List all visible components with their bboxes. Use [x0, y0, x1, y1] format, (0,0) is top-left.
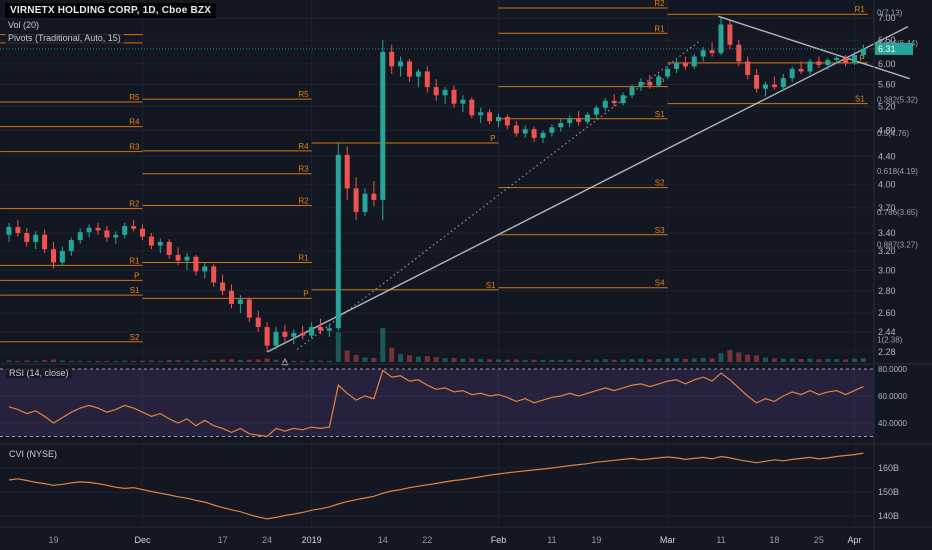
svg-text:160B: 160B	[878, 463, 899, 473]
svg-text:2.80: 2.80	[878, 286, 896, 296]
rsi-band	[0, 368, 874, 437]
svg-text:S1: S1	[130, 286, 140, 295]
svg-text:P: P	[134, 271, 139, 280]
svg-text:3.40: 3.40	[878, 228, 896, 238]
svg-text:2019: 2019	[302, 535, 322, 545]
event-marker[interactable]: △	[281, 356, 288, 366]
svg-text:0.5(4.76): 0.5(4.76)	[877, 129, 909, 138]
svg-text:2.28: 2.28	[878, 347, 896, 357]
svg-text:S3: S3	[655, 226, 665, 235]
chart-legend: VIRNETX HOLDING CORP, 1D, Cboe BZX Vol (…	[5, 3, 217, 44]
svg-text:17: 17	[218, 535, 228, 545]
svg-text:R2: R2	[129, 200, 140, 209]
svg-text:150B: 150B	[878, 487, 899, 497]
svg-text:40.0000: 40.0000	[878, 419, 907, 428]
svg-text:60.0000: 60.0000	[878, 392, 907, 401]
svg-text:4.00: 4.00	[878, 180, 896, 190]
svg-text:P: P	[860, 54, 865, 63]
svg-text:80.0000: 80.0000	[878, 365, 907, 374]
svg-text:11: 11	[716, 535, 725, 545]
last-price-tag: 6.31	[0, 42, 913, 55]
svg-text:R2: R2	[298, 196, 309, 205]
svg-text:19: 19	[48, 535, 58, 545]
cvi-panel-label[interactable]: CVI (NYSE)	[6, 449, 61, 459]
svg-text:S2: S2	[655, 179, 665, 188]
svg-text:R1: R1	[298, 253, 309, 262]
svg-text:5.60: 5.60	[878, 79, 896, 89]
svg-text:Feb: Feb	[491, 535, 507, 545]
svg-text:Apr: Apr	[847, 535, 861, 545]
svg-text:14: 14	[378, 535, 388, 545]
svg-text:S2: S2	[130, 333, 140, 342]
svg-text:3.00: 3.00	[878, 265, 896, 275]
rsi-axis[interactable]: 80.0000 60.0000 40.0000	[878, 365, 907, 428]
svg-text:R5: R5	[129, 93, 140, 102]
svg-text:S4: S4	[655, 279, 665, 288]
svg-text:S1: S1	[855, 95, 865, 104]
volume-bars	[6, 328, 866, 362]
svg-text:5.20: 5.20	[878, 102, 896, 112]
svg-text:P: P	[659, 78, 664, 87]
svg-text:0(7.13): 0(7.13)	[877, 9, 903, 18]
price-axis[interactable]: 7.00 6.50 6.00 5.60 5.20 4.80 4.40 4.00 3.70 3.40…	[878, 13, 896, 357]
svg-text:6.00: 6.00	[878, 59, 896, 69]
indicator-pivots-label[interactable]: Pivots (Traditional, Auto, 15)	[5, 32, 124, 44]
trend-lines[interactable]	[266, 15, 910, 353]
svg-text:6.50: 6.50	[878, 35, 896, 45]
svg-text:0.887(3.27): 0.887(3.27)	[877, 241, 918, 250]
svg-text:R4: R4	[298, 142, 309, 151]
svg-text:140B: 140B	[878, 511, 899, 521]
svg-text:R3: R3	[129, 143, 140, 152]
svg-text:0.786(3.65): 0.786(3.65)	[877, 208, 918, 217]
svg-text:R3: R3	[298, 165, 309, 174]
indicator-volume-label[interactable]: Vol (20)	[5, 19, 43, 31]
svg-text:△: △	[281, 356, 288, 366]
grid-lines	[0, 0, 874, 527]
svg-text:1(2.38): 1(2.38)	[877, 335, 903, 344]
svg-text:4.40: 4.40	[878, 151, 896, 161]
svg-text:R4: R4	[129, 118, 140, 127]
svg-text:P: P	[490, 134, 495, 143]
svg-text:0.618(4.19): 0.618(4.19)	[877, 167, 918, 176]
rsi-panel-label[interactable]: RSI (14, close)	[6, 368, 72, 378]
time-axis[interactable]: 19 Dec 17 24 2019 14 22 Feb 11 19 Mar 11 18 25 Apr	[48, 535, 861, 545]
svg-text:19: 19	[591, 535, 601, 545]
svg-text:3.70: 3.70	[878, 203, 896, 213]
svg-text:R1: R1	[654, 24, 665, 33]
svg-text:11: 11	[547, 535, 556, 545]
svg-text:7.00: 7.00	[878, 13, 896, 23]
svg-text:Dec: Dec	[134, 535, 151, 545]
svg-text:R1: R1	[129, 256, 140, 265]
candles	[6, 18, 866, 353]
svg-text:R1: R1	[855, 5, 866, 14]
svg-text:24: 24	[262, 535, 272, 545]
svg-text:2.60: 2.60	[878, 308, 896, 318]
svg-text:S1: S1	[486, 281, 496, 290]
svg-text:R2: R2	[654, 0, 665, 8]
cvi-axis[interactable]: 160B 150B 140B	[878, 463, 899, 521]
svg-text:25: 25	[814, 535, 824, 545]
symbol-title[interactable]: VIRNETX HOLDING CORP, 1D, Cboe BZX	[5, 3, 217, 18]
svg-text:3.20: 3.20	[878, 246, 896, 256]
rsi-line	[8, 369, 864, 438]
svg-text:4.80: 4.80	[878, 125, 896, 135]
svg-text:18: 18	[769, 535, 779, 545]
cvi-line	[8, 452, 864, 520]
svg-text:6.31: 6.31	[878, 44, 896, 54]
svg-text:S1: S1	[655, 110, 665, 119]
svg-text:P: P	[303, 289, 308, 298]
svg-text:2.44: 2.44	[878, 327, 896, 337]
svg-text:0.382(5.32): 0.382(5.32)	[877, 96, 918, 105]
svg-text:22: 22	[422, 535, 432, 545]
svg-text:Mar: Mar	[660, 535, 676, 545]
svg-text:R5: R5	[298, 90, 309, 99]
